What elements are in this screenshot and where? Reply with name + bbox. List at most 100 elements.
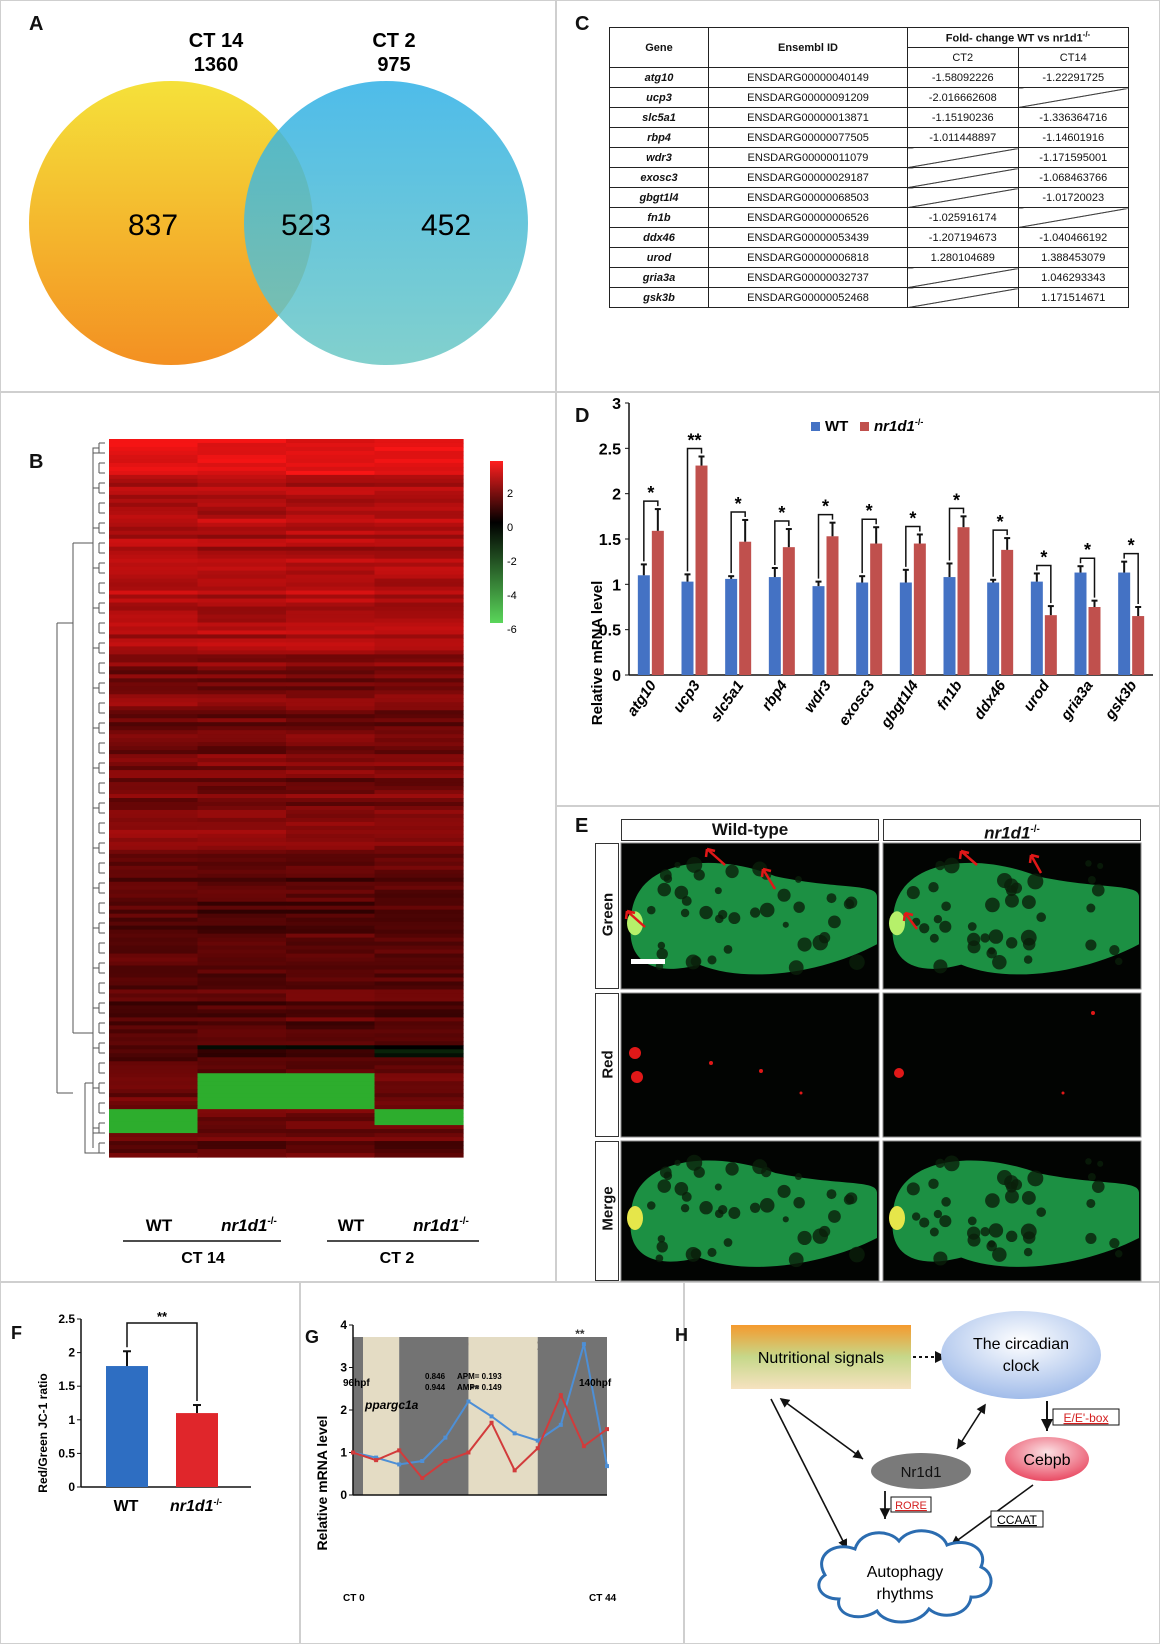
heatmap-cell	[286, 1105, 376, 1110]
heatmap-cell	[109, 1061, 199, 1066]
heatmap-cell	[286, 686, 376, 691]
heatmap-cell	[109, 1017, 199, 1022]
heatmap-cell	[286, 534, 376, 540]
heatmap-cell	[109, 754, 199, 759]
ccaat-box	[990, 1510, 1044, 1528]
pigment-spot	[655, 1254, 664, 1263]
heatmap-cell	[374, 578, 464, 584]
heatmap-cell	[286, 794, 376, 799]
heatmap-cell	[109, 490, 199, 496]
pigment-spot	[980, 1227, 990, 1237]
data-point	[443, 1459, 448, 1463]
pigment-spot	[985, 1193, 1000, 1208]
pigment-spot	[1020, 1223, 1037, 1240]
heatmap-cell	[109, 578, 199, 584]
heatmap-cell	[286, 989, 376, 995]
heatmap-cell	[197, 921, 287, 927]
heatmap-cell	[374, 1045, 464, 1050]
red-arrow	[761, 868, 777, 890]
legend-mut-label: nr1d1-/-	[874, 417, 923, 435]
heatmap-cell	[286, 526, 376, 532]
heatmap-cell	[374, 522, 464, 528]
heatmap-cell	[197, 829, 287, 835]
heatmap-cell	[286, 662, 376, 667]
heatmap-cell	[197, 686, 287, 691]
pigment-spot	[1005, 1189, 1019, 1204]
heatmap-cell	[286, 1133, 376, 1138]
heatmap-cell	[109, 558, 199, 564]
heatmap-col-mut: nr1d1-/-	[413, 1216, 469, 1235]
heatmap: 2 0 -2 -4 -6 WT nr1d1-/- WT nr1d1-/- CT …	[56, 439, 517, 1267]
heatmap-cell	[109, 993, 199, 999]
table-cell-id: ENSDARG00000029187	[708, 167, 908, 188]
heatmap-cell	[197, 698, 287, 703]
pigment-spot	[986, 1240, 998, 1252]
heatmap-cell	[286, 734, 376, 739]
table-cell-ct14	[1017, 87, 1129, 108]
pigment-spot	[794, 875, 802, 883]
data-point	[581, 1342, 586, 1347]
table-cell-gene: urod	[609, 247, 709, 268]
ebox-label: E/E'-box	[1064, 1411, 1109, 1425]
heatmap-cell	[374, 953, 464, 959]
heatmap-cell	[109, 546, 199, 552]
table-row: gbgt1l4 ENSDARG00000068503 -1.01720023	[609, 187, 1129, 208]
table-cell-ct14: -1.22291725	[1017, 67, 1129, 88]
heatmap-cell	[109, 1021, 199, 1026]
red-signal	[759, 1069, 763, 1073]
significance-mark: *	[953, 490, 960, 510]
heatmap-cell	[286, 502, 376, 508]
heatmap-cell	[197, 766, 287, 771]
table-row: slc5a1 ENSDARG00000013871 -1.15190236 -1.33…	[609, 107, 1129, 128]
heatmap-cell	[286, 506, 376, 512]
heatmap-cell	[374, 1145, 464, 1150]
data-point	[558, 1422, 563, 1427]
heatmap-cell	[197, 558, 287, 564]
table-header-ensembl: Ensembl ID	[708, 27, 908, 68]
data-point	[443, 1435, 448, 1440]
pigment-spot	[1085, 860, 1092, 867]
heatmap-cell	[374, 885, 464, 891]
heatmap-cell	[374, 762, 464, 767]
pigment-spot	[714, 887, 722, 895]
heatmap-cell	[109, 458, 199, 464]
heatmap-cell	[197, 550, 287, 556]
data-point	[397, 1448, 402, 1453]
pigment-spot	[1097, 862, 1104, 869]
pigment-spot	[693, 869, 705, 881]
heatmap-cell	[374, 702, 464, 707]
heatmap-cell	[109, 921, 199, 927]
table-cell-gene: wdr3	[609, 147, 709, 168]
heatmap-cell	[197, 522, 287, 528]
heatmap-cell	[374, 1069, 464, 1074]
heatmap-cell	[286, 706, 376, 711]
heatmap-cell	[286, 929, 376, 935]
chart-g-marks: 0 1 2 3 4 ** **	[340, 1318, 609, 1502]
y-axis-label: Relative mRNA level	[589, 581, 606, 726]
row-label-merge: Merge	[595, 1141, 619, 1281]
heatmap-cell	[109, 470, 199, 476]
heatmap-cell	[286, 873, 376, 879]
pigment-spot	[782, 921, 789, 928]
heatmap-cell	[374, 1133, 464, 1138]
heatmap-cell	[286, 1045, 376, 1050]
heatmap-cell	[286, 658, 376, 663]
pigment-spot	[1021, 895, 1036, 910]
table-cell-gene: ucp3	[609, 87, 709, 108]
heatmap-cell	[109, 1069, 199, 1074]
heatmap-cell	[109, 574, 199, 580]
heatmap-cell	[374, 913, 464, 919]
pigment-spot	[906, 886, 920, 900]
heatmap-cell	[109, 746, 199, 751]
heatmap-cell	[286, 566, 376, 572]
cebpb-ellipse	[1005, 1437, 1089, 1481]
heatmap-cell	[374, 442, 464, 448]
heatmap-cell	[286, 714, 376, 719]
heatmap-cell	[286, 1117, 376, 1122]
heatmap-cell	[286, 977, 376, 983]
heatmap-cell	[374, 933, 464, 939]
bar-nr1d1	[1088, 607, 1101, 675]
table-cell-ct2	[907, 187, 1019, 208]
heatmap-cell	[374, 993, 464, 999]
pigment-spot	[657, 1235, 666, 1243]
